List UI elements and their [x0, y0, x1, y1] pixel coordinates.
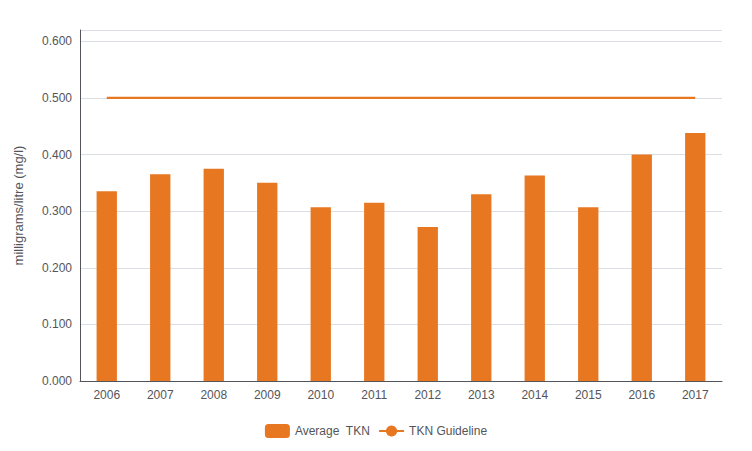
- svg-text:0.000: 0.000: [42, 374, 72, 388]
- svg-text:0.500: 0.500: [42, 91, 72, 105]
- svg-text:2015: 2015: [575, 388, 602, 402]
- svg-text:2009: 2009: [254, 388, 281, 402]
- svg-text:0.300: 0.300: [42, 204, 72, 218]
- svg-text:2013: 2013: [468, 388, 495, 402]
- svg-text:2007: 2007: [147, 388, 174, 402]
- svg-text:Average TKN: Average TKN: [295, 424, 370, 438]
- svg-text:0.100: 0.100: [42, 317, 72, 331]
- svg-text:2017: 2017: [682, 388, 709, 402]
- svg-text:milligrams/litre (mg/l): milligrams/litre (mg/l): [11, 146, 26, 266]
- svg-text:0.600: 0.600: [42, 34, 72, 48]
- svg-text:0.400: 0.400: [42, 148, 72, 162]
- svg-text:TKN Guideline: TKN Guideline: [409, 424, 487, 438]
- svg-text:2012: 2012: [414, 388, 441, 402]
- svg-text:2011: 2011: [361, 388, 387, 402]
- svg-text:2006: 2006: [93, 388, 120, 402]
- svg-text:2010: 2010: [307, 388, 334, 402]
- svg-text:2014: 2014: [521, 388, 548, 402]
- svg-text:2016: 2016: [628, 388, 655, 402]
- svg-text:0.200: 0.200: [42, 261, 72, 275]
- svg-text:2008: 2008: [200, 388, 227, 402]
